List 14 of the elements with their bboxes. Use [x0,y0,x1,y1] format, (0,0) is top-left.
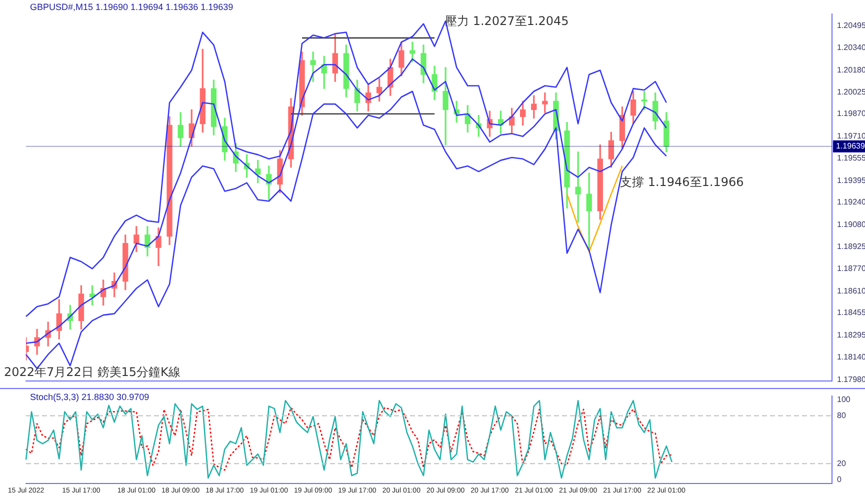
chart-title: GBPUSD#,M15 1.19690 1.19694 1.19636 1.19639 [30,2,234,12]
candlestick [310,52,316,82]
candlestick [542,92,548,113]
ref-line-label: 1.19639 [836,142,865,151]
y-tick-label: 0 [837,474,842,484]
candlestick [575,152,581,223]
annotation: 支撐 1.1946至1.1966 [620,175,744,190]
line-series [25,407,673,471]
y-tick-label: 20 [837,458,846,468]
annotation: 壓力 1.2027至1.2045 [445,14,569,28]
y-tick-label: 100 [837,394,851,404]
annotation: 2022年7月22日 鎊美15分鐘K線 [4,365,180,380]
chart-title: Stoch(5,3,3) 21.8830 30.9709 [30,392,150,402]
y-tick-label: 80 [837,410,846,420]
